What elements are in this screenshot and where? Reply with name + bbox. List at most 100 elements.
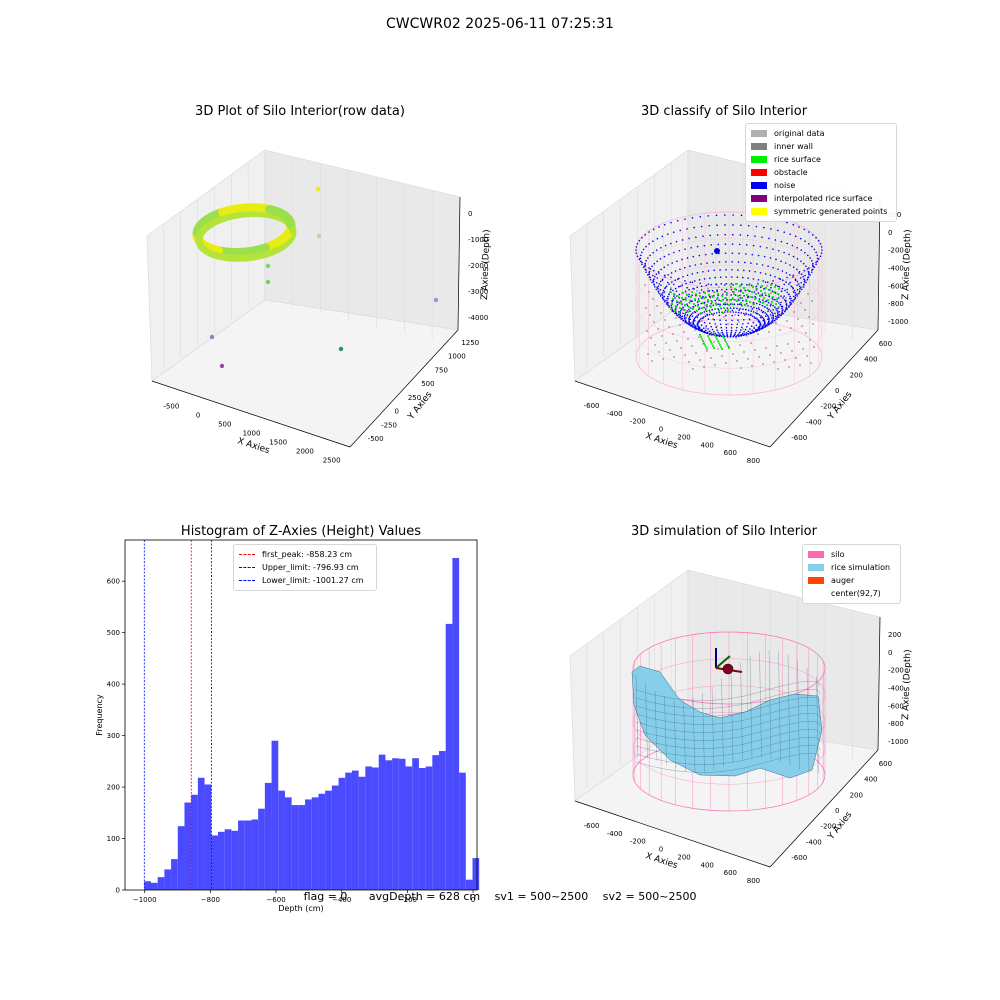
legend-label: symmetric generated points	[774, 207, 888, 216]
legend-swatch	[751, 182, 767, 189]
legend-label: original data	[774, 129, 825, 138]
classify-ztick: -1000	[888, 318, 908, 326]
legend-line-swatch	[239, 580, 255, 581]
histogram-bar	[345, 772, 352, 890]
simulation-xtick: -200	[630, 838, 646, 846]
classify-ytick: 0	[835, 387, 839, 395]
simulation-xlabel: X Axies	[644, 851, 679, 871]
simulation-xtick: 600	[724, 869, 737, 877]
histogram-ytick: 600	[107, 578, 120, 586]
histogram-legend-entry: Lower_limit: -1001.27 cm	[239, 574, 371, 587]
legend-line-swatch	[239, 554, 255, 555]
classify-ztick: -400	[888, 265, 904, 273]
histogram-legend-entry: Upper_limit: -796.93 cm	[239, 561, 371, 574]
classify-ztick: 0	[888, 229, 892, 237]
histogram-bar	[244, 820, 252, 890]
histogram-bar	[177, 826, 185, 890]
legend-label: center(92,7)	[831, 589, 881, 598]
histogram-bar	[465, 879, 473, 890]
classify-legend-entry: interpolated rice surface	[751, 192, 891, 205]
simulation-ytick: -200	[820, 823, 836, 831]
legend-label: first_peak: -858.23 cm	[262, 550, 353, 559]
histogram-bar	[398, 758, 406, 890]
simulation-ytick: 400	[864, 776, 877, 784]
raw-ylabel: Y Axies	[406, 390, 435, 423]
histogram-bar	[238, 820, 245, 890]
histogram-bar	[291, 805, 299, 890]
histogram-bar	[338, 777, 346, 890]
histogram-bar	[184, 802, 192, 890]
rice-simulation-surface	[631, 665, 823, 779]
histogram-bar	[358, 776, 366, 890]
histogram-bar	[144, 881, 151, 890]
raw-zlabel: Z Axies (Depth)	[480, 229, 492, 300]
histogram-ytick: 500	[107, 629, 120, 637]
raw-ztick: -4000	[468, 314, 488, 322]
legend-label: Upper_limit: -796.93 cm	[262, 563, 359, 572]
raw-ytick: -500	[368, 435, 384, 443]
histogram-bar	[284, 797, 292, 890]
histogram-bar	[432, 755, 440, 890]
raw-xtick: 2500	[323, 457, 341, 465]
legend-swatch	[808, 577, 824, 584]
histogram-xlabel: Depth (cm)	[278, 904, 323, 913]
flag-text: flag = 0	[303, 890, 348, 903]
simulation-xtick: 800	[747, 877, 760, 885]
classify-ztick: -600	[888, 282, 904, 290]
histogram-bar	[197, 777, 205, 890]
classify-ytick: 600	[879, 340, 892, 348]
histogram-bar	[231, 830, 239, 890]
histogram-legend: first_peak: -858.23 cm Upper_limit: -796.…	[233, 544, 377, 591]
legend-label: obstacle	[774, 168, 808, 177]
raw-xtick: 2000	[296, 448, 314, 456]
classify-plot-title: 3D classify of Silo Interior	[640, 104, 808, 119]
classify-ztick: -800	[888, 300, 904, 308]
simulation-legend-entry: silo	[808, 548, 895, 561]
raw-xtick: 1000	[243, 430, 261, 438]
classify-xtick: -400	[607, 410, 623, 418]
classify-xtick: 400	[701, 441, 714, 449]
classify-legend-entry: original data	[751, 127, 891, 140]
histogram-bar	[264, 782, 272, 890]
histogram-bar	[325, 790, 332, 890]
classify-xlabel: X Axies	[644, 431, 679, 451]
legend-label: rice surface	[774, 155, 821, 164]
histogram-bar	[351, 770, 359, 890]
raw-xtick: 0	[196, 412, 200, 420]
classify-xtick: -600	[584, 402, 600, 410]
legend-swatch	[808, 564, 824, 571]
raw-3d-axes	[146, 149, 461, 448]
raw-xtick: 1500	[269, 439, 287, 447]
legend-swatch	[751, 130, 767, 137]
simulation-ztick: -200	[888, 667, 904, 675]
histogram-bar	[271, 740, 279, 890]
simulation-legend-entry: center(92,7)	[808, 587, 895, 600]
histogram-bar	[224, 829, 232, 890]
raw-ztick: 0	[468, 210, 472, 218]
classify-legend-entry: obstacle	[751, 166, 891, 179]
classify-ztick: -200	[888, 247, 904, 255]
simulation-zlabel: Z Axies (Depth)	[901, 649, 913, 720]
classify-ytick: -200	[820, 403, 836, 411]
classify-ytick: -600	[791, 434, 807, 442]
histogram-bar	[217, 831, 225, 890]
histogram-bar	[191, 794, 198, 890]
classify-legend-entry: symmetric generated points	[751, 205, 891, 218]
classify-xtick: 0	[659, 426, 663, 434]
histogram-ylabel: Frequency	[95, 694, 104, 736]
histogram-bar	[150, 882, 158, 890]
legend-swatch	[751, 195, 767, 202]
histogram-bar	[211, 835, 218, 890]
raw-xlabel: X Axies	[236, 436, 271, 456]
classify-legend: original data inner wall rice surface obsta…	[745, 123, 897, 222]
histogram-bar	[418, 768, 426, 890]
histogram-bar	[318, 793, 326, 890]
classify-xtick: -200	[630, 418, 646, 426]
legend-swatch	[808, 551, 824, 558]
raw-xtick: -500	[163, 403, 179, 411]
histogram-bar	[331, 785, 339, 890]
legend-swatch	[751, 156, 767, 163]
simulation-xtick: -600	[584, 822, 600, 830]
legend-label: inner wall	[774, 142, 814, 151]
simulation-plot-title: 3D simulation of Silo Interior	[631, 524, 817, 539]
